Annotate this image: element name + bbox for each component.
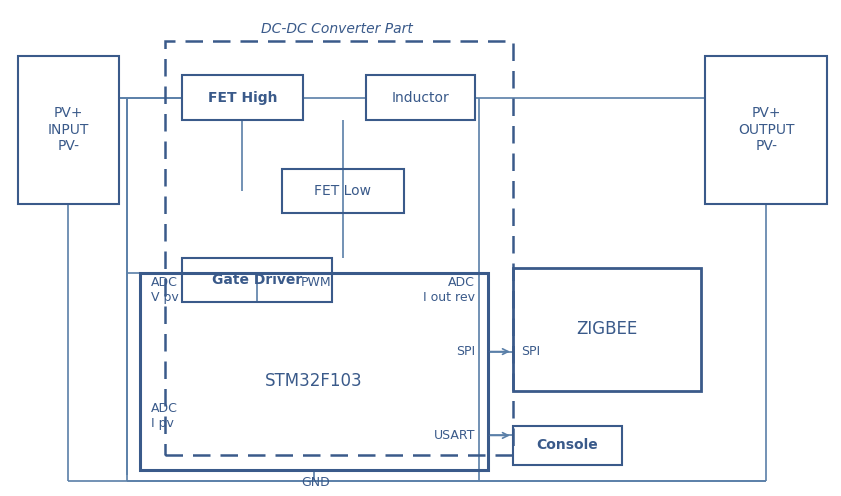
Bar <box>513 268 701 391</box>
Text: ADC: ADC <box>448 276 475 289</box>
Text: PWM: PWM <box>300 276 331 289</box>
Bar <box>366 75 475 120</box>
Text: PV+
OUTPUT
PV-: PV+ OUTPUT PV- <box>738 107 795 153</box>
Text: Console: Console <box>537 438 598 452</box>
Text: FET High: FET High <box>208 91 278 105</box>
Text: V pv: V pv <box>151 291 178 304</box>
Text: Gate Driver: Gate Driver <box>212 273 302 287</box>
Bar <box>182 75 303 120</box>
Bar <box>283 169 404 213</box>
Text: SPI: SPI <box>456 345 475 358</box>
Text: FET Low: FET Low <box>315 185 372 198</box>
Text: GND: GND <box>301 476 331 489</box>
Bar <box>182 258 332 302</box>
Text: I out rev: I out rev <box>423 291 475 304</box>
Text: ADC: ADC <box>151 402 177 415</box>
Bar <box>140 273 488 470</box>
Text: PV+
INPUT
PV-: PV+ INPUT PV- <box>48 107 89 153</box>
Text: SPI: SPI <box>521 345 540 358</box>
Text: USART: USART <box>433 429 475 442</box>
Text: ZIGBEE: ZIGBEE <box>576 320 637 338</box>
Text: Inductor: Inductor <box>392 91 449 105</box>
Bar <box>165 41 513 455</box>
Text: ADC: ADC <box>151 276 177 289</box>
Bar <box>706 56 827 204</box>
Text: STM32F103: STM32F103 <box>265 372 362 390</box>
Text: I pv: I pv <box>151 417 173 430</box>
Text: DC-DC Converter Part: DC-DC Converter Part <box>261 21 413 36</box>
Bar <box>19 56 119 204</box>
Bar <box>513 426 621 465</box>
